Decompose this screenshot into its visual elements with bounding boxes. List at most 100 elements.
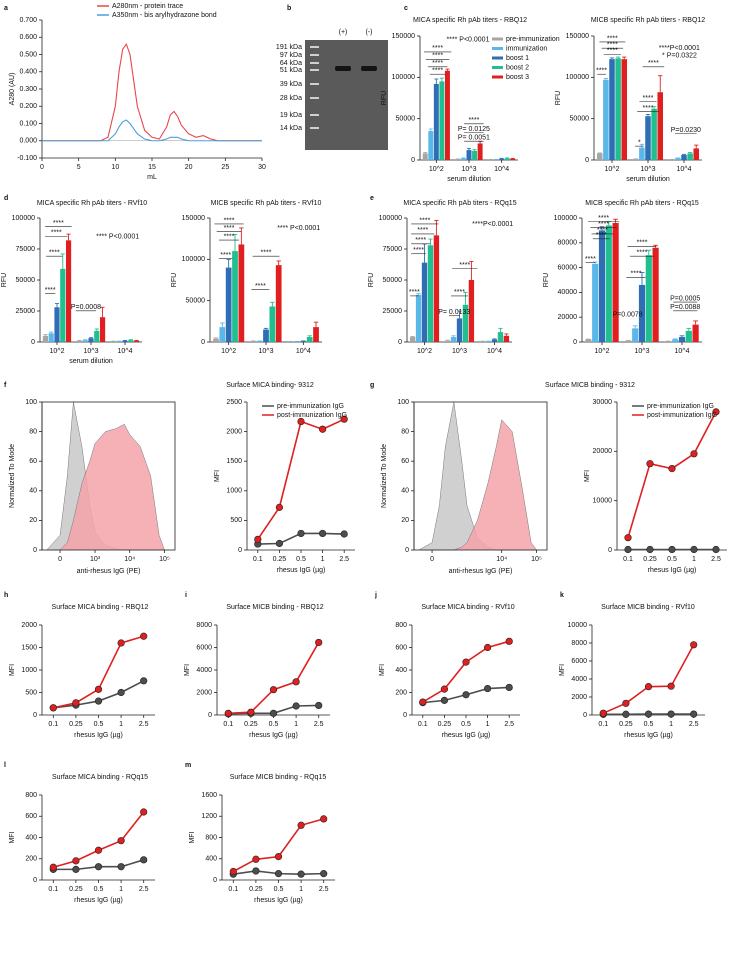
significance-label: **** (596, 68, 607, 75)
bar (510, 158, 516, 160)
point (94, 697, 103, 705)
bar (269, 306, 276, 342)
point (140, 808, 148, 816)
y-tick-label: 0.000 (19, 138, 37, 145)
y-tick-label: 10000 (593, 498, 613, 505)
bar (597, 153, 603, 160)
y-axis-label: Normalized To Mode (9, 444, 16, 508)
point (269, 709, 278, 717)
bar (82, 340, 88, 342)
bar (657, 92, 663, 160)
y-tick-label: 8000 (196, 622, 212, 629)
y-axis-label: MFI (214, 470, 221, 482)
significance-label: **** (607, 35, 618, 42)
bar (615, 58, 621, 160)
x-tick-label: 2.5 (339, 556, 349, 563)
y-tick-label: 0 (583, 712, 587, 719)
x-tick-label: 10^2 (221, 348, 236, 355)
bar (638, 284, 646, 342)
x-axis-label: rhesus IgG (µg) (74, 897, 123, 904)
point (117, 688, 125, 697)
point (49, 863, 57, 871)
y-tick-label: 40 (401, 488, 409, 495)
panel-letter: m (185, 762, 191, 769)
panel-letter: i (185, 592, 187, 599)
y-tick-label: 60000 (558, 264, 578, 271)
bar (110, 341, 117, 342)
gel-image (305, 40, 388, 150)
point (668, 465, 676, 473)
significance-label: **** (432, 68, 443, 75)
x-tick-label: 0 (58, 556, 62, 563)
significance-label: P=0.0078 (613, 312, 643, 319)
legend-label: boost 3 (506, 74, 529, 81)
chart-title: MICA specific Rh pAb titers - RVf10 (37, 200, 147, 207)
point (315, 638, 323, 647)
y-axis-label: RFU (368, 273, 375, 287)
legend-swatch (492, 37, 503, 41)
marker-label: 39 kDa (280, 81, 302, 88)
y-tick-label: 0.300 (19, 86, 37, 93)
bar (455, 159, 461, 160)
y-tick-label: 6000 (571, 658, 587, 665)
x-tick-label: 0.5 (667, 556, 677, 563)
significance-label: **** (432, 45, 443, 52)
y-tick-label: 4000 (196, 667, 212, 674)
x-tick-label: 10^4 (675, 348, 690, 355)
legend-swatch (492, 66, 503, 69)
significance-label: **** (598, 215, 609, 222)
x-tick-label: 0 (40, 164, 44, 171)
ladder-band (310, 69, 319, 71)
bar (427, 245, 434, 342)
point (622, 710, 630, 718)
bar (612, 222, 619, 342)
bar (428, 131, 434, 160)
point (140, 856, 148, 864)
y-tick-label: 50000 (16, 277, 36, 284)
bar (422, 153, 428, 160)
chart-title: MICB specific Rh pAb titers - RQq15 (585, 200, 699, 207)
bar (456, 318, 463, 342)
x-axis-label: rhesus IgG (µg) (74, 732, 123, 739)
panel-letter: g (370, 382, 374, 389)
bar (665, 341, 672, 342)
series-line (602, 644, 695, 714)
marker-label: 28 kDa (280, 95, 302, 102)
bar (460, 158, 466, 160)
point (690, 450, 698, 458)
y-tick-label: 50000 (186, 298, 206, 305)
y-tick-label: 50000 (396, 116, 416, 123)
significance-label: **** P<0.0001 (96, 233, 139, 240)
x-tick-label: 0.25 (438, 721, 452, 728)
x-axis-label: rhesus IgG (µg) (277, 567, 326, 574)
y-tick-label: 0 (238, 547, 242, 554)
y-tick-label: 100000 (392, 74, 415, 81)
point (72, 857, 80, 865)
bar (621, 59, 627, 160)
y-tick-label: 100 (397, 399, 409, 406)
point (712, 545, 720, 554)
bar (444, 340, 451, 342)
x-tick-label: 2.5 (319, 886, 329, 893)
bar (645, 255, 652, 342)
y-tick-label: 0.100 (19, 120, 37, 127)
x-tick-label: 1 (692, 556, 696, 563)
marker-label: 19 kDa (280, 112, 302, 119)
x-tick-label: 0.5 (644, 721, 654, 728)
significance-label: **** (45, 287, 56, 294)
bar (633, 159, 639, 160)
histogram-area (46, 423, 165, 551)
bar (219, 327, 226, 342)
y-tick-label: 25000 (16, 308, 36, 315)
significance-label: **** (648, 60, 659, 67)
y-tick-label: 40 (29, 488, 37, 495)
bar (232, 251, 238, 342)
bar (468, 280, 475, 342)
point (340, 530, 348, 538)
x-tick-label: 10⁴ (124, 556, 135, 563)
x-tick-label: 10^2 (417, 348, 432, 355)
x-tick-label: 10⁵ (159, 556, 170, 563)
x-tick-label: 0.1 (253, 556, 263, 563)
point (644, 683, 653, 691)
panel-letter: e (370, 195, 374, 202)
